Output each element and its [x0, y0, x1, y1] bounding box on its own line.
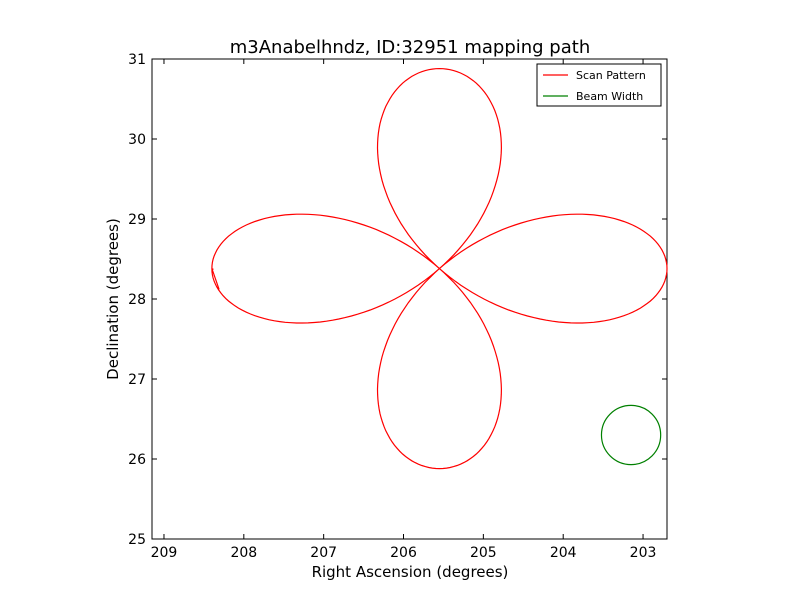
legend-box — [536, 63, 662, 107]
y-axis-label: Declination (degrees) — [104, 218, 122, 380]
x-tick-label: 207 — [310, 545, 337, 561]
y-tick-label: 25 — [128, 532, 146, 548]
x-tick-label: 205 — [470, 545, 497, 561]
legend-label-scan-pattern: Scan Pattern — [576, 69, 646, 82]
y-tick-label: 30 — [128, 132, 146, 148]
y-tick-label: 29 — [128, 212, 146, 228]
y-tick-label: 31 — [128, 52, 146, 68]
beam-width-circle — [600, 404, 662, 466]
plot-frame — [151, 58, 668, 540]
x-tick-label: 204 — [550, 545, 577, 561]
y-tick-label: 26 — [128, 452, 146, 468]
legend-label-beam-width: Beam Width — [576, 90, 643, 103]
plot-area — [151, 58, 668, 540]
x-tick-label: 206 — [390, 545, 417, 561]
x-tick-label: 209 — [151, 545, 178, 561]
chart-title: m3Anabelhndz, ID:32951 mapping path — [230, 37, 590, 58]
x-tick-label: 203 — [630, 545, 657, 561]
x-axis-label: Right Ascension (degrees) — [312, 563, 509, 581]
y-tick-label: 28 — [128, 292, 146, 308]
x-tick-label: 208 — [230, 545, 257, 561]
scan-pattern-line — [211, 67, 668, 470]
y-tick-label: 27 — [128, 372, 146, 388]
legend: Scan Pattern Beam Width — [536, 63, 662, 107]
